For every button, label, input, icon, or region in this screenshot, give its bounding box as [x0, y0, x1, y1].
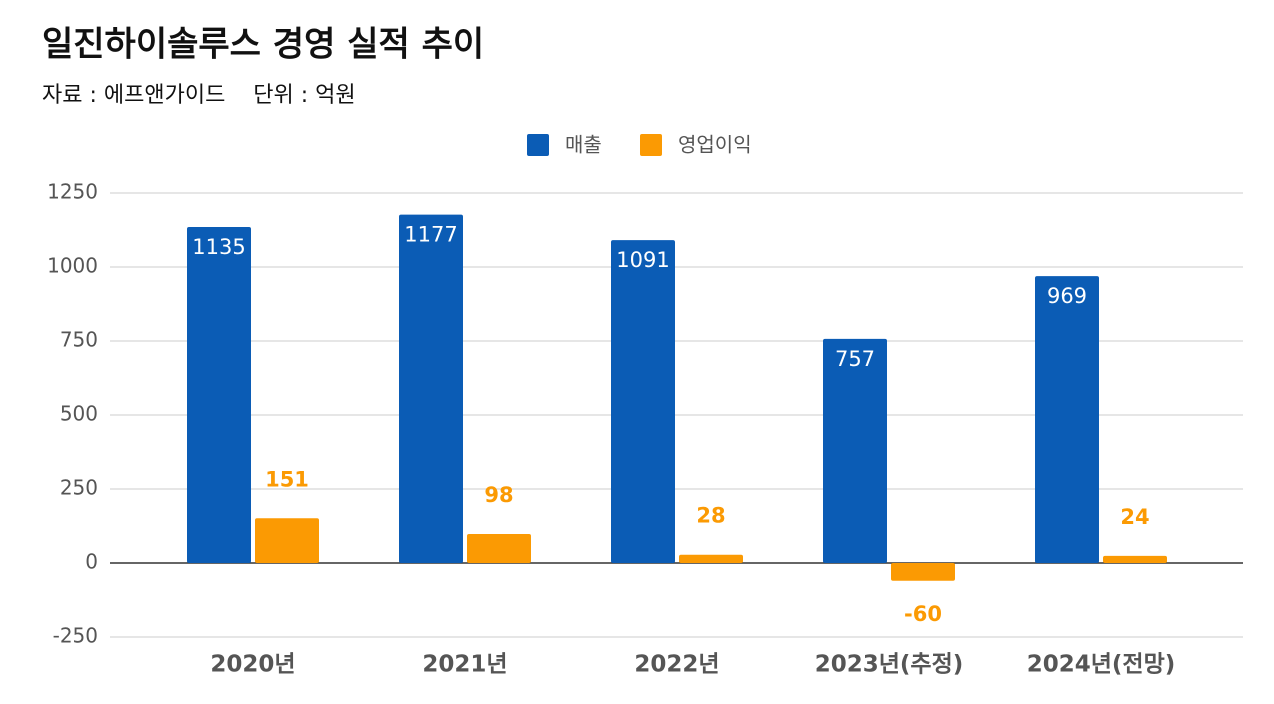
- x-tick-label: 2023년(추정): [815, 652, 964, 678]
- value-label: 151: [265, 467, 309, 491]
- bar: [823, 338, 887, 563]
- bar: [255, 518, 319, 563]
- x-tick-label: 2022년: [634, 652, 719, 678]
- legend-swatch: [527, 134, 549, 156]
- bar: [399, 214, 463, 563]
- x-tick-label: 2020년: [210, 652, 295, 678]
- value-label: 1091: [616, 248, 669, 272]
- bar: [611, 240, 675, 563]
- value-label: 1177: [404, 223, 457, 247]
- value-label: 24: [1120, 505, 1149, 529]
- value-label: -60: [904, 602, 942, 626]
- value-label: 757: [835, 347, 875, 371]
- value-label: 98: [484, 483, 513, 507]
- y-tick-label: 0: [85, 550, 98, 574]
- value-label: 1135: [192, 235, 245, 259]
- bar: [891, 563, 955, 581]
- legend-swatch: [640, 134, 662, 156]
- y-tick-label: 250: [60, 476, 98, 500]
- bar: [1103, 555, 1167, 563]
- bar: [187, 227, 251, 564]
- chart-title: 일진하이솔루스 경영 실적 추이: [42, 25, 484, 65]
- y-tick-label: -250: [53, 624, 98, 648]
- x-tick-label: 2024년(전망): [1027, 652, 1176, 678]
- bar: [467, 533, 531, 563]
- value-label: 28: [696, 504, 725, 528]
- y-tick-label: 500: [60, 402, 98, 426]
- bar: [1035, 276, 1099, 563]
- chart-subtitle: 자료 : 에프앤가이드 단위 : 억원: [42, 83, 356, 108]
- legend-label: 영업이익: [678, 133, 752, 157]
- value-label: 969: [1047, 284, 1087, 308]
- legend-label: 매출: [565, 133, 602, 157]
- x-tick-label: 2021년: [422, 652, 507, 678]
- bar: [679, 554, 743, 563]
- y-tick-label: 1000: [47, 254, 98, 278]
- y-tick-label: 750: [60, 328, 98, 352]
- y-tick-label: 1250: [47, 180, 98, 204]
